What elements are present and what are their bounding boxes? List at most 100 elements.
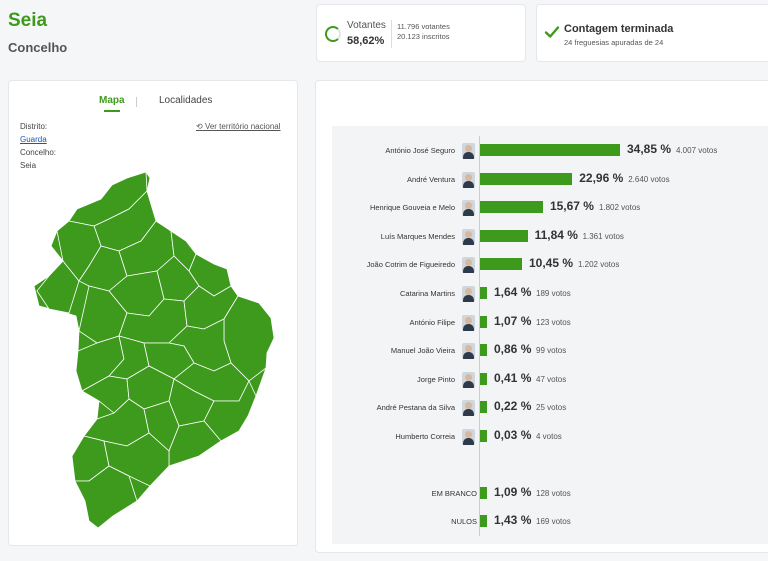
result-percent: 0,41 % — [494, 370, 532, 385]
result-percent: 1,64 % — [494, 285, 532, 299]
candidates-row: Humberto Correia 0,03 % 4 votos — [316, 427, 768, 447]
map-panel: Mapa Localidades Distrito: Guarda Concel… — [8, 80, 298, 546]
candidates-row: Manuel João Vieira 0,86 % 99 votos — [316, 341, 768, 361]
result-percent: 0,86 % — [494, 342, 532, 357]
candidates-row: Henrique Gouveia e Melo 15,67 % 1.802 voto… — [316, 198, 768, 218]
tab-divider — [136, 97, 137, 107]
result-bar — [480, 172, 573, 185]
results-chart — [332, 126, 768, 544]
votantes-label: Votantes — [347, 20, 386, 31]
tab-mapa[interactable]: Mapa — [99, 95, 125, 106]
result-votes: 4.007 votos — [676, 146, 718, 155]
candidates-row: António José Seguro 34,85 % 4.007 votos — [316, 141, 768, 161]
votantes-percent: 58,62% — [347, 35, 385, 47]
candidates-row: Luís Marques Mendes 11,84 % 1.361 votos — [316, 227, 768, 247]
result-votes: 2.640 votos — [628, 174, 670, 184]
candidate-avatar — [462, 400, 475, 417]
result-votes: 99 votos — [536, 346, 567, 356]
result-votes: 123 votos — [536, 317, 571, 327]
candidate-name: Luís Marques Mendes — [380, 231, 455, 241]
contagem-card: Contagem terminada 24 freguesias apurada… — [536, 4, 768, 62]
candidates-row: Jorge Pinto 0,41 % 47 votos — [316, 370, 768, 390]
concelho-label: Concelho: — [20, 148, 57, 157]
candidate-name: João Cotrim de Figueiredo — [366, 260, 455, 270]
candidate-name: Manuel João Vieira — [390, 346, 455, 356]
results-panel: António José Seguro 34,85 % 4.007 votos And… — [315, 80, 768, 553]
result-bar — [480, 201, 543, 214]
contagem-subtitle: 24 freguesias apuradas de 24 — [564, 38, 664, 47]
candidate-name: António José Seguro — [385, 146, 455, 155]
candidate-avatar — [462, 429, 475, 445]
result-percent: 0,22 % — [494, 399, 532, 414]
result-bar — [480, 401, 487, 414]
result-votes: 169 votos — [536, 517, 571, 527]
candidate-name: EM BRANCO — [431, 489, 477, 498]
result-bar — [480, 144, 620, 156]
candidates-row: André Pestana da Silva 0,22 % 25 votos — [316, 398, 768, 418]
result-percent: 15,67 % — [549, 199, 594, 214]
result-bar — [480, 515, 487, 528]
candidates-row: André Ventura 22,96 % 2.640 votos — [316, 170, 768, 190]
result-bar — [480, 372, 487, 385]
result-votes: 4 votos — [536, 432, 562, 441]
candidate-name: André Pestana da Silva — [376, 403, 455, 413]
candidate-name: Henrique Gouveia e Melo — [369, 203, 455, 213]
active-tab-indicator — [104, 110, 120, 112]
candidate-avatar — [462, 257, 475, 274]
candidates-row: João Cotrim de Figueiredo 10,45 % 1.202 vo… — [316, 255, 768, 275]
result-bar — [480, 258, 522, 271]
page-title: Seia — [8, 10, 48, 31]
candidate-name: Humberto Correia — [395, 432, 455, 441]
result-percent: 11,84 % — [534, 227, 578, 242]
result-votes: 1.202 votos — [577, 260, 620, 270]
candidate-name: André Ventura — [407, 174, 455, 184]
result-percent: 1,09 % — [494, 485, 532, 499]
candidate-avatar — [462, 143, 475, 159]
page-subtitle: Concelho — [8, 40, 68, 55]
ver-territorio-label: Ver território nacional — [204, 122, 281, 131]
votantes-count: 11.796 votantes — [397, 22, 450, 31]
candidates-row: António Filipe 1,07 % 123 votos — [316, 313, 768, 333]
candidate-avatar — [462, 200, 475, 217]
candidates-row: Catarina Martins 1,64 % 189 votos — [316, 284, 768, 304]
others-row: NULOS 1,43 % 169 votos — [316, 512, 768, 532]
concelho-map[interactable] — [9, 81, 299, 547]
result-bar — [480, 287, 487, 299]
result-votes: 189 votos — [536, 289, 571, 298]
result-percent: 22,96 % — [579, 170, 624, 185]
result-votes: 25 votos — [536, 403, 567, 413]
candidate-avatar — [462, 286, 475, 302]
candidate-avatar — [462, 171, 475, 188]
result-percent: 1,07 % — [494, 313, 532, 328]
result-votes: 1.361 votos — [582, 231, 624, 241]
check-icon — [544, 26, 560, 38]
result-percent: 34,85 % — [627, 142, 672, 156]
votantes-card: Votantes 58,62% 11.796 votantes 20.123 i… — [316, 4, 526, 62]
candidate-avatar — [462, 314, 475, 331]
divider — [391, 20, 392, 48]
distrito-link[interactable]: Guarda — [20, 135, 47, 144]
candidate-name: Catarina Martins — [399, 289, 455, 298]
result-percent: 1,43 % — [494, 513, 532, 528]
result-percent: 10,45 % — [528, 256, 574, 271]
inscritos-count: 20.123 inscritos — [397, 32, 450, 41]
candidate-name: NULOS — [451, 517, 477, 527]
map-regions[interactable] — [33, 171, 275, 529]
undo-icon: ⟲ — [196, 122, 203, 131]
candidate-avatar — [462, 228, 475, 245]
distrito-label: Distrito: — [20, 122, 48, 131]
candidate-name: Jorge Pinto — [417, 374, 455, 384]
result-bar — [480, 229, 528, 242]
result-bar — [480, 344, 487, 357]
candidate-name: António Filipe — [409, 317, 455, 327]
contagem-title: Contagem terminada — [564, 23, 674, 35]
progress-ring-icon — [325, 26, 341, 42]
tab-localidades[interactable]: Localidades — [159, 95, 213, 106]
result-votes: 47 votos — [536, 374, 567, 384]
result-votes: 128 votos — [536, 489, 571, 498]
result-votes: 1.802 votos — [598, 203, 641, 213]
candidate-avatar — [462, 343, 475, 360]
ver-territorio-nacional-link[interactable]: ⟲ Ver território nacional — [196, 122, 281, 131]
result-bar — [480, 315, 487, 328]
candidate-avatar — [462, 371, 475, 388]
